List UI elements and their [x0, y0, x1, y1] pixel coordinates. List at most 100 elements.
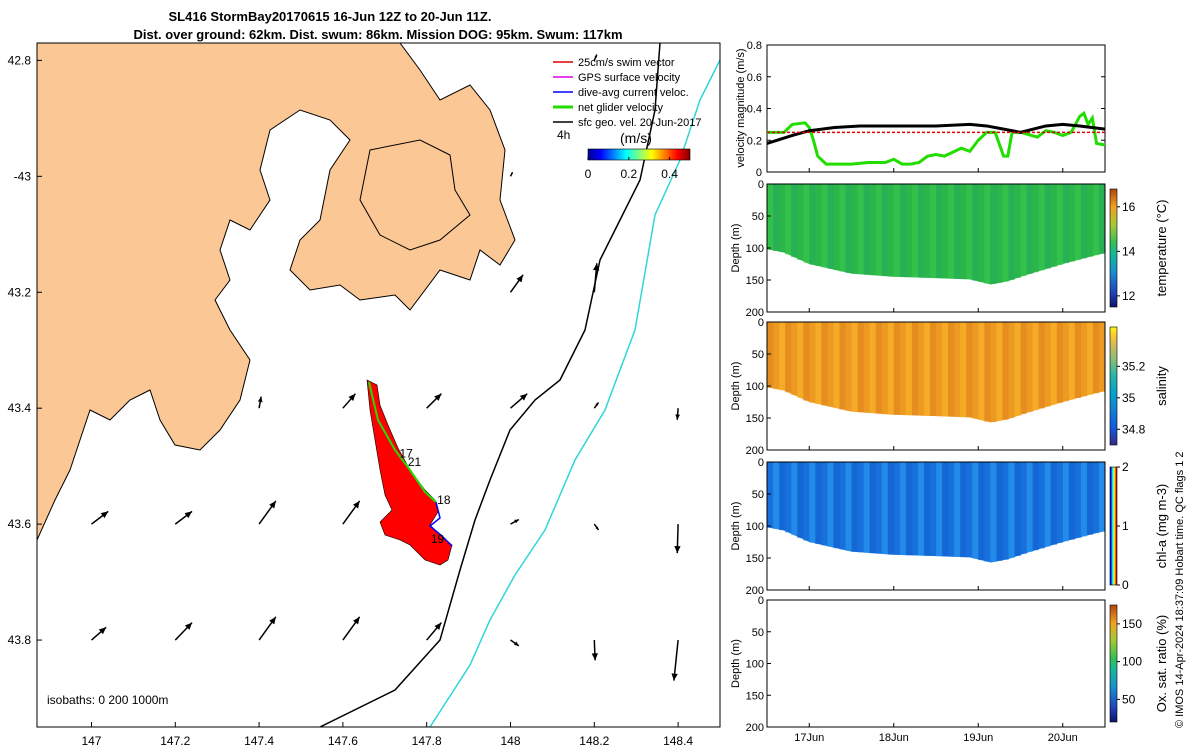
section-profile-stripe — [1068, 322, 1076, 400]
section-profile-stripe — [1080, 462, 1088, 537]
section-profile-stripe — [1032, 462, 1039, 551]
section-profile-stripe — [1038, 184, 1045, 271]
velocity-ylabel: velocity magnitude (m/s) — [735, 48, 747, 167]
section-profile-stripe — [845, 462, 852, 551]
section-profile-stripe — [966, 462, 973, 558]
section-profile-stripe — [1092, 184, 1100, 256]
depth-tick-label: 50 — [752, 349, 764, 361]
section-profile-stripe — [773, 462, 780, 529]
section-profile-stripe — [1086, 462, 1094, 535]
map-x-tick-label: 148.4 — [663, 734, 693, 748]
section-profile-stripe — [875, 184, 882, 276]
section-profile-stripe — [881, 322, 889, 415]
colorbar-tick-label: 100 — [1122, 655, 1142, 669]
section-profile-stripe — [1050, 462, 1058, 545]
current-vector-arrow — [593, 54, 598, 61]
section-profile-stripe — [833, 462, 840, 549]
section-profile-stripe — [893, 322, 901, 415]
section-profile-stripe — [839, 462, 846, 550]
section-profile-stripe — [1050, 184, 1058, 267]
colorbar-label: chl-a (mg m-3) — [1154, 484, 1169, 569]
current-vector-arrow — [174, 622, 193, 641]
section-profile-stripe — [978, 322, 985, 421]
section-profile-stripe — [1038, 462, 1045, 549]
current-vector-arrow — [426, 622, 442, 641]
current-vector-arrow — [257, 396, 263, 409]
section-profile-stripe — [954, 184, 961, 279]
depth-tick-label: 0 — [758, 317, 764, 329]
velocity-y-tick-label: 0.8 — [747, 40, 762, 52]
section-profile-stripe — [990, 462, 997, 563]
colorbar-tick-label: 12 — [1122, 289, 1136, 303]
depth-tick-label: 150 — [746, 413, 764, 425]
section-profile-stripe — [1086, 322, 1094, 395]
figure-subtitle: Dist. over ground: 62km. Dist. swum: 86k… — [133, 27, 622, 42]
section-profile-stripe — [1020, 184, 1027, 276]
section-profile-stripe — [1080, 322, 1088, 397]
current-vector-arrow — [593, 523, 600, 531]
section-profile-stripe — [785, 322, 792, 393]
depth-tick-label: 50 — [752, 627, 764, 639]
current-vector-arrow — [258, 500, 277, 525]
section-profile-stripe — [1068, 184, 1076, 262]
section-profile-stripe — [779, 462, 786, 531]
section-profile-stripe — [984, 184, 991, 284]
section-profile-stripe — [815, 322, 822, 405]
section-profile-stripe — [1020, 462, 1027, 554]
section-profile-stripe — [875, 462, 882, 554]
velocity-panel: 0 0.2 0.4 0.6 0.8 velocity magnitude (m/s) — [735, 40, 1106, 179]
depth-tick-label: 200 — [746, 585, 764, 597]
section-profile-stripe — [803, 184, 810, 263]
section-profile-stripe — [797, 462, 804, 538]
section-profile-stripe — [1026, 322, 1033, 413]
current-vector-arrow — [671, 639, 679, 681]
time-tick-label: 18Jun — [879, 732, 909, 744]
section-profile-stripe — [857, 462, 864, 553]
section-profile-stripe — [936, 322, 943, 417]
section-profile-stripe — [797, 184, 804, 260]
colorbar-label: temperature (°C) — [1154, 200, 1169, 297]
velocity-series — [766, 110, 1106, 166]
section-profile-stripe — [936, 184, 943, 279]
section-profile-stripe — [923, 462, 931, 556]
colorbar-tick-label: 150 — [1122, 617, 1142, 631]
section-profile-stripe — [887, 322, 895, 415]
section-salinity: 0 50 100 150 200 Depth (m) 34.8 35 35.2 salinity — [730, 317, 1169, 457]
section-profile-stripe — [893, 184, 901, 277]
current-vector-arrow — [593, 401, 600, 409]
colorbar-tick-label: 14 — [1122, 244, 1136, 258]
section-profile-stripe — [1056, 184, 1064, 265]
section-profile-stripe — [911, 462, 919, 556]
section-profile-stripe — [1074, 322, 1082, 398]
map-y-tick-label: 42.8 — [8, 53, 32, 67]
section-profile-stripe — [851, 322, 858, 412]
section-profile-stripe — [809, 322, 816, 403]
section-profile-stripe — [923, 322, 931, 416]
section-profile-stripe — [785, 462, 792, 533]
section-profile-stripe — [893, 462, 901, 555]
section-profile-stripe — [803, 462, 810, 541]
section-profile-stripe — [833, 322, 840, 409]
section-profile-stripe — [881, 462, 889, 555]
section-profile-stripe — [1026, 462, 1033, 553]
section-profile-stripe — [767, 462, 774, 528]
colorbar-label: Ox. sat. ratio (%) — [1154, 615, 1169, 713]
current-vector-arrow — [91, 510, 109, 525]
net-velocity-track — [368, 381, 437, 503]
section-profile-stripe — [791, 462, 798, 536]
section-profile-stripe — [942, 184, 949, 279]
section-profile-stripe — [1038, 322, 1045, 409]
section-profile-stripe — [803, 322, 810, 401]
section-profile-stripe — [767, 184, 774, 250]
map-x-tick-label: 147.6 — [328, 734, 358, 748]
section-profile-stripe — [863, 462, 870, 553]
section-profile-stripe — [984, 462, 991, 562]
section-profile-stripe — [996, 462, 1003, 561]
section-profile-stripe — [869, 184, 876, 276]
map-x-tick-label: 147 — [81, 734, 101, 748]
section-profile-stripe — [911, 184, 919, 278]
section-profile-stripe — [887, 462, 895, 555]
section-profile-stripe — [779, 322, 786, 391]
section-profile-stripe — [1014, 322, 1021, 416]
